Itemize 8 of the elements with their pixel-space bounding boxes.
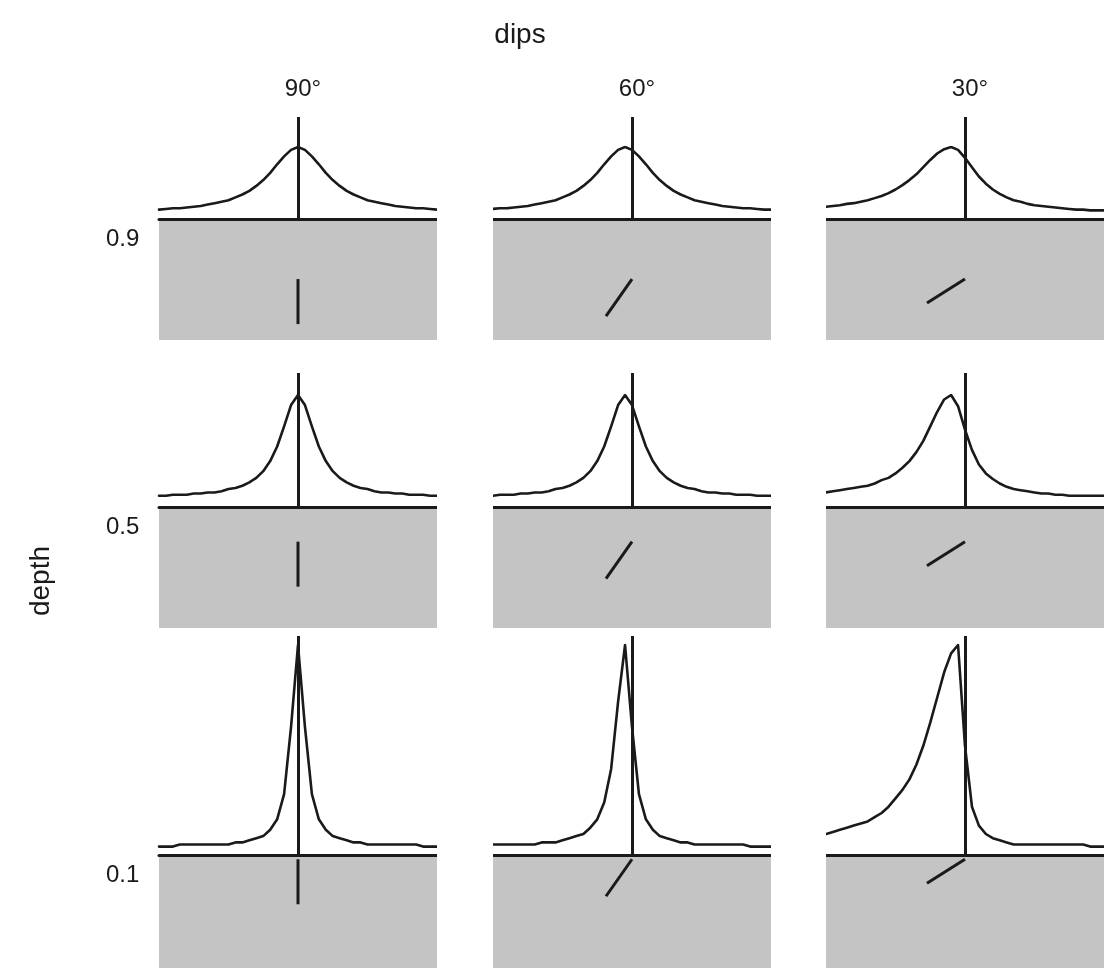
chart-title: 60° [618, 73, 656, 101]
text: dips [493, 18, 547, 50]
y-axis-title: 0.5 [106, 511, 140, 539]
y-axis-title: 0.9 [106, 223, 140, 251]
chart-title: 30° [951, 73, 989, 101]
y-axis-title: 0.1 [106, 859, 140, 887]
text: depth [24, 544, 56, 619]
chart-title: 90° [284, 73, 322, 101]
